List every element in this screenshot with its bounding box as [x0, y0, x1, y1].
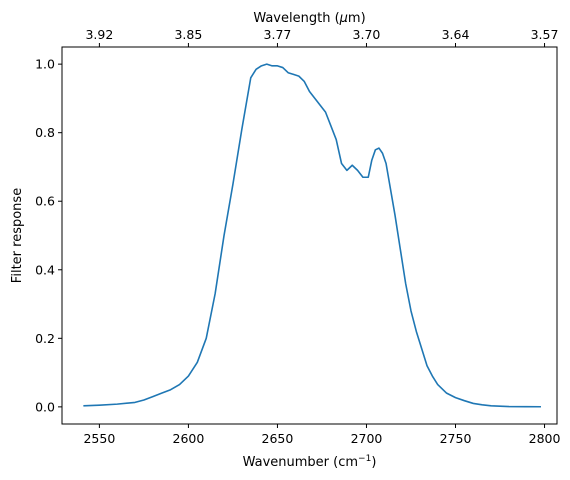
- filter-response-line: [83, 63, 541, 408]
- top-tick-label: 3.57: [531, 27, 559, 42]
- top-tick-label: 3.64: [442, 27, 470, 42]
- y-tick-label: 0.6: [35, 194, 55, 209]
- y-tick-label: 0.0: [35, 399, 55, 414]
- y-axis-label: Filter response: [10, 188, 25, 283]
- y-tick-label: 0.2: [35, 331, 55, 346]
- top-tick-label: 3.85: [174, 27, 202, 42]
- x-tick-label: 2750: [440, 431, 472, 446]
- top-tick-label: 3.70: [353, 27, 381, 42]
- x-axis-label: Wavenumber (cm−1): [243, 454, 377, 470]
- plot-frame: [61, 46, 558, 425]
- y-tick-label: 0.8: [35, 125, 55, 140]
- x-tick-label: 2650: [262, 431, 294, 446]
- top-axis-label: Wavelength (μm): [253, 11, 365, 26]
- x-tick-label: 2700: [351, 431, 383, 446]
- x-tick-label: 2550: [83, 431, 115, 446]
- x-tick-label: 2600: [173, 431, 205, 446]
- y-tick-label: 1.0: [35, 57, 55, 72]
- y-tick-label: 0.4: [35, 262, 55, 277]
- x-tick-label: 2800: [529, 431, 561, 446]
- top-tick-label: 3.77: [264, 27, 292, 42]
- top-tick-label: 3.92: [85, 27, 113, 42]
